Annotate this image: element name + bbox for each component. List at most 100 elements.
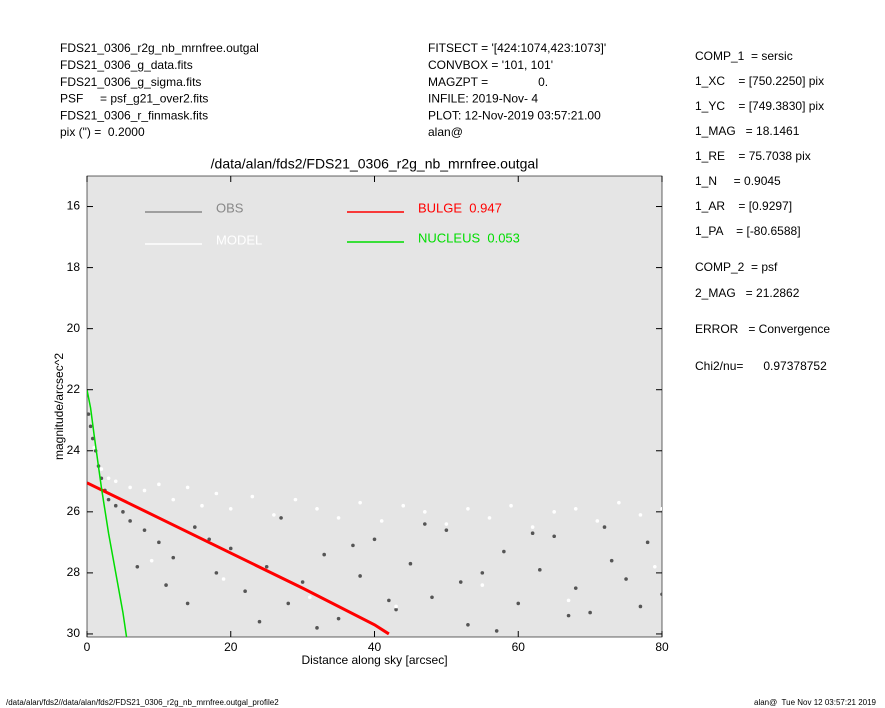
data-point bbox=[444, 522, 449, 526]
data-point bbox=[660, 592, 662, 597]
y-tick-label: 28 bbox=[67, 565, 81, 579]
data-point bbox=[480, 583, 485, 587]
data-point bbox=[200, 503, 204, 508]
y-axis-label: magnitude/arcsec^2 bbox=[52, 353, 66, 460]
x-tick-label: 20 bbox=[224, 640, 238, 654]
header-middle-line: PLOT: 12-Nov-2019 03:57:21.00 bbox=[428, 108, 601, 122]
header-left-line: pix (") = 0.2000 bbox=[60, 125, 145, 139]
data-point bbox=[552, 534, 556, 539]
data-point bbox=[149, 558, 154, 563]
data-point bbox=[214, 571, 219, 575]
x-axis-label: Distance along sky [arcsec] bbox=[301, 653, 447, 667]
legend-label: NUCLEUS 0.053 bbox=[418, 230, 520, 245]
data-point bbox=[351, 543, 355, 548]
data-point bbox=[228, 506, 233, 511]
data-point bbox=[458, 580, 463, 584]
data-point bbox=[645, 540, 650, 545]
legend-label: MODEL bbox=[216, 232, 262, 247]
data-point bbox=[466, 622, 470, 627]
data-point bbox=[279, 516, 283, 520]
data-point bbox=[358, 574, 362, 578]
data-point bbox=[99, 467, 104, 471]
data-point bbox=[530, 531, 535, 535]
data-point bbox=[257, 619, 262, 624]
data-point bbox=[221, 577, 226, 581]
data-point bbox=[315, 506, 319, 511]
data-point bbox=[530, 525, 535, 529]
x-tick-label: 0 bbox=[84, 640, 91, 654]
header-right-line: 1_YC = [749.3830] pix bbox=[695, 99, 824, 113]
data-point bbox=[660, 506, 662, 511]
plot-area bbox=[87, 389, 662, 637]
header-right-line: 2_MAG = 21.2862 bbox=[695, 286, 800, 300]
chart-title: /data/alan/fds2/FDS21_0306_r2g_nb_mrnfre… bbox=[211, 156, 539, 172]
data-point bbox=[552, 510, 556, 514]
header-middle-line: INFILE: 2019-Nov- 4 bbox=[428, 92, 538, 106]
data-point bbox=[308, 595, 312, 600]
data-point bbox=[379, 519, 384, 523]
y-tick-label: 16 bbox=[67, 199, 81, 213]
data-point bbox=[164, 583, 168, 587]
y-tick-label: 18 bbox=[67, 260, 81, 274]
data-point bbox=[300, 580, 305, 584]
data-point bbox=[387, 598, 391, 603]
data-point bbox=[121, 510, 125, 514]
header-middle-line: CONVBOX = '101, 101' bbox=[428, 58, 553, 72]
data-point bbox=[193, 525, 197, 529]
y-tick-label: 22 bbox=[67, 382, 81, 396]
data-point bbox=[588, 610, 592, 615]
data-point bbox=[617, 500, 621, 505]
data-point bbox=[113, 503, 118, 508]
header-right-line: 1_MAG = 18.1461 bbox=[695, 124, 800, 138]
data-point bbox=[88, 424, 93, 429]
header-left-line: FDS21_0306_g_sigma.fits bbox=[60, 75, 201, 89]
data-point bbox=[609, 558, 614, 563]
data-point bbox=[142, 528, 147, 532]
data-point bbox=[573, 506, 578, 511]
data-point bbox=[638, 604, 643, 609]
data-point bbox=[408, 561, 413, 566]
y-tick-label: 24 bbox=[67, 443, 81, 457]
footer-right: alan@ Tue Nov 12 03:57:21 2019 bbox=[754, 698, 877, 707]
header-right-line: COMP_2 = psf bbox=[695, 260, 778, 274]
data-point bbox=[401, 503, 406, 508]
header-right-line: 1_AR = [0.9297] bbox=[695, 199, 792, 213]
header-middle-line: alan@ bbox=[428, 125, 463, 139]
data-point bbox=[214, 491, 219, 496]
data-point bbox=[157, 482, 161, 487]
data-point bbox=[336, 616, 341, 621]
data-point bbox=[624, 577, 628, 581]
data-point bbox=[394, 604, 398, 609]
data-point bbox=[322, 552, 326, 557]
data-point bbox=[228, 546, 233, 551]
data-point bbox=[638, 513, 643, 517]
data-point bbox=[87, 412, 91, 416]
header-right-line: 1_RE = 75.7038 pix bbox=[695, 149, 811, 163]
y-tick-label: 26 bbox=[67, 504, 81, 518]
data-point bbox=[494, 629, 499, 633]
header-right-line: COMP_1 = sersic bbox=[695, 49, 793, 63]
data-point bbox=[372, 537, 377, 542]
data-point bbox=[142, 488, 147, 493]
data-point bbox=[243, 589, 247, 594]
data-point bbox=[538, 568, 542, 572]
data-point bbox=[516, 601, 521, 606]
data-point bbox=[480, 571, 485, 575]
data-point bbox=[264, 564, 269, 569]
y-tick-label: 20 bbox=[67, 321, 81, 335]
data-point bbox=[272, 513, 276, 517]
footer-left: /data/alan/fds2//data/alan/fds2/FDS21_03… bbox=[6, 698, 279, 707]
data-point bbox=[250, 494, 255, 499]
header-right-line: 1_N = 0.9045 bbox=[695, 174, 781, 188]
header-left-line: PSF = psf_g21_over2.fits bbox=[60, 92, 208, 106]
data-point bbox=[171, 555, 176, 560]
data-point bbox=[394, 607, 398, 612]
header-left-line: FDS21_0306_r_finmask.fits bbox=[60, 108, 208, 122]
data-point bbox=[487, 516, 492, 520]
data-point bbox=[128, 485, 132, 490]
data-point bbox=[157, 540, 161, 545]
header-middle-line: MAGZPT = 0. bbox=[428, 75, 548, 89]
x-tick-label: 80 bbox=[655, 640, 669, 654]
data-point bbox=[128, 519, 132, 523]
y-tick-label: 30 bbox=[67, 626, 81, 640]
